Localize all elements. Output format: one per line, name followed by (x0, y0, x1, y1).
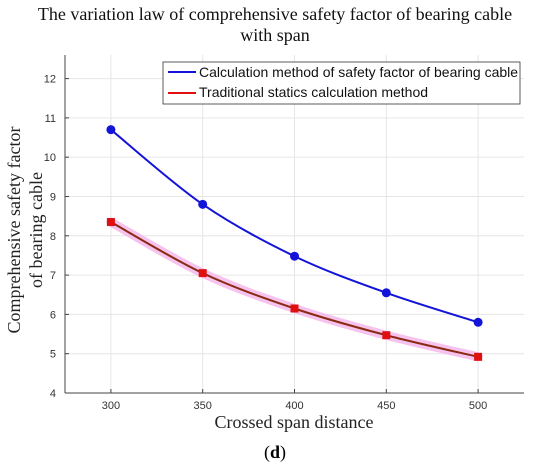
series-1-point-500 (473, 317, 483, 327)
x-axis-label: Crossed span distance (215, 412, 374, 432)
x-tick-label-500: 500 (469, 400, 487, 412)
tick-labels: 300 350 400 450 500 4 5 6 7 8 9 10 11 12 (44, 74, 488, 412)
series-1-point-300 (106, 125, 116, 135)
caption-close-paren: ) (280, 442, 286, 462)
series-1-point-350 (198, 199, 208, 209)
plot-area: 300 350 400 450 500 4 5 6 7 8 9 10 11 12 Crossed span… (4, 55, 524, 432)
grid (65, 55, 524, 394)
y-tick-label-8: 8 (50, 231, 56, 243)
y-axis-label-line-2: of bearing cable (26, 172, 46, 288)
y-tick-label-9: 9 (50, 191, 56, 203)
series-1-point-400 (290, 251, 299, 261)
y-tick-label-12: 12 (44, 74, 56, 86)
x-tick-label-400: 400 (285, 400, 303, 412)
y-tick-label-4: 4 (50, 388, 56, 400)
chart-title-line-1: The variation law of comprehensive safet… (37, 4, 513, 24)
y-axis-label-line-1: Comprehensive safety factor (4, 127, 24, 334)
legend-label-series-2: Traditional statics calculation method (199, 84, 428, 100)
series-2-point-500 (474, 352, 483, 361)
series-1-point-450 (381, 288, 391, 298)
series-2-point-400 (290, 304, 299, 313)
series-2-point-300 (106, 218, 115, 227)
x-tick-label-300: 300 (102, 400, 120, 412)
legend-label-series-1: Calculation method of safety factor of b… (199, 64, 518, 80)
x-tick-label-450: 450 (377, 400, 395, 412)
y-tick-label-11: 11 (45, 113, 56, 125)
y-tick-label-6: 6 (50, 309, 56, 321)
series-markers (106, 125, 483, 361)
axes (64, 55, 524, 394)
caption-letter: d (269, 442, 280, 462)
figure-caption: (d) (0, 442, 550, 463)
legend-box (162, 61, 521, 105)
y-tick-label-5: 5 (50, 349, 56, 361)
y-tick-label-7: 7 (50, 270, 56, 282)
x-tick-label-350: 350 (194, 400, 212, 412)
series-2-point-450 (382, 331, 391, 340)
legend: Calculation method of safety factor of b… (162, 61, 521, 105)
series-2-point-350 (198, 269, 207, 278)
y-tick-label-10: 10 (44, 152, 56, 164)
caption-open-paren: ( (263, 442, 270, 462)
chart-title-line-2: with span (240, 25, 310, 45)
